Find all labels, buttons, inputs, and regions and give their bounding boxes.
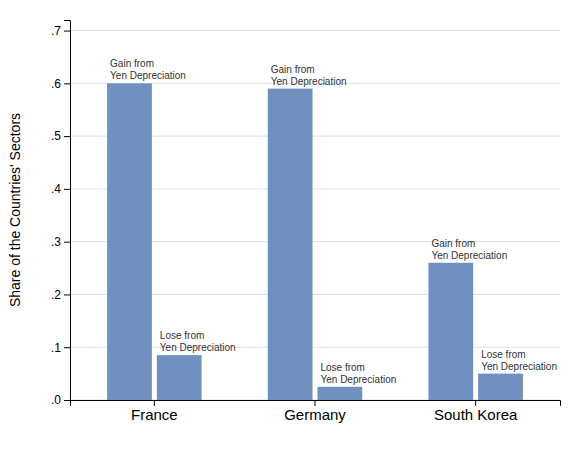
grid [70,31,560,400]
y-axis-line [64,21,71,401]
annotation: Lose fromYen Depreciation [160,330,236,353]
y-tick-mark [64,400,70,401]
annotations: Gain fromYen Depreciation Gain fromYen De… [110,58,557,384]
y-tick-mark [64,347,70,348]
plot: Gain fromYen Depreciation Gain fromYen De… [51,21,561,423]
y-tick-label: .5 [51,129,61,143]
x-tick-label: France [131,406,178,423]
y-tick-label: .6 [51,77,61,91]
y-tick-label: .2 [51,288,61,302]
y-tick-mark [64,294,70,295]
y-tick-mark [64,189,70,190]
y-tick-mark [64,242,70,243]
y-tick: .4 [51,182,70,196]
chart: Gain fromYen Depreciation Gain fromYen De… [0,0,580,450]
y-tick: .5 [51,129,70,143]
bar [268,89,313,400]
x-tick: Germany [284,400,346,423]
x-tick: South Korea [434,400,518,423]
y-tick: .6 [51,77,70,91]
y-tick-label: .4 [51,182,61,196]
bar [157,355,202,400]
y-tick-label: .3 [51,235,61,249]
y-tick-mark [64,31,70,32]
y-tick: .2 [51,288,70,302]
bar [317,387,362,400]
y-tick-mark [64,83,70,84]
bar [428,263,473,400]
annotation: Gain fromYen Depreciation [110,58,186,81]
y-axis-title: Share of the Countries' Sectors [7,113,23,307]
annotation: Gain fromYen Depreciation [271,64,347,87]
annotation: Lose fromYen Depreciation [481,349,557,372]
x-tick-label: Germany [284,406,346,423]
bars [107,83,523,400]
bar-series [107,83,473,400]
x-tick: France [131,400,178,423]
bar [478,374,523,400]
bar [107,83,152,400]
y-tick: .0 [51,393,70,407]
grid-line [70,30,560,31]
y-tick-label: .1 [51,341,61,355]
x-tick-label: South Korea [434,406,518,423]
y-tick: .7 [51,24,70,38]
y-tick-label: .7 [51,24,61,38]
y-tick: .1 [51,341,70,355]
x-axis: France Germany South Korea [71,400,561,423]
y-tick-label: .0 [51,393,61,407]
bar-series [157,355,523,400]
annotation: Lose fromYen Depreciation [320,362,396,385]
y-axis: .0 .1 .2 .3 .4 .5 .6 .7 [51,21,71,408]
annotation: Gain fromYen Depreciation [431,238,507,261]
y-tick: .3 [51,235,70,249]
y-tick-mark [64,136,70,137]
